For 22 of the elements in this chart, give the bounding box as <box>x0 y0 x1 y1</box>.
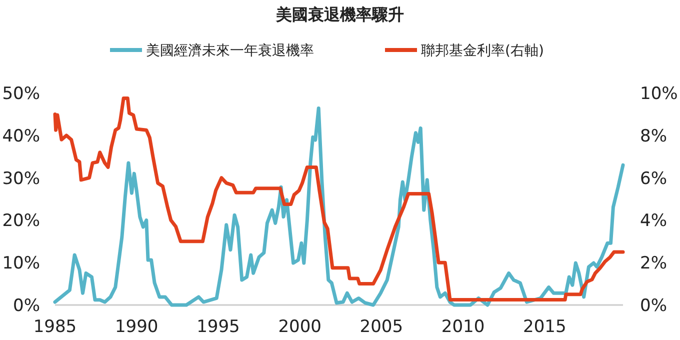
y-tick-label: 20% <box>2 211 40 232</box>
y2-tick-label: 2% <box>640 254 667 274</box>
x-tick-label: 2015 <box>523 317 566 337</box>
x-tick-label: 1995 <box>196 317 240 337</box>
legend-label: 聯邦基金利率(右軸) <box>421 43 544 59</box>
y-tick-label: 0% <box>13 296 40 316</box>
y2-tick-label: 8% <box>640 126 667 146</box>
x-tick-label: 2005 <box>360 317 404 337</box>
x-tick-label: 2000 <box>278 317 322 337</box>
chart-title: 美國衰退機率驟升 <box>275 5 404 24</box>
legend-label: 美國經濟未來一年衰退機率 <box>146 43 314 59</box>
y-tick-label: 50% <box>2 84 40 104</box>
y-tick-label: 30% <box>2 168 40 189</box>
y2-tick-label: 10% <box>640 84 678 104</box>
x-tick-label: 1990 <box>114 317 158 337</box>
x-tick-label: 2010 <box>441 317 485 337</box>
y2-tick-label: 0% <box>640 296 667 316</box>
y-tick-label: 40% <box>2 126 40 146</box>
y2-tick-label: 6% <box>640 168 667 189</box>
y-tick-label: 10% <box>2 254 40 274</box>
y2-tick-label: 4% <box>640 211 667 232</box>
x-tick-label: 1985 <box>33 317 77 337</box>
